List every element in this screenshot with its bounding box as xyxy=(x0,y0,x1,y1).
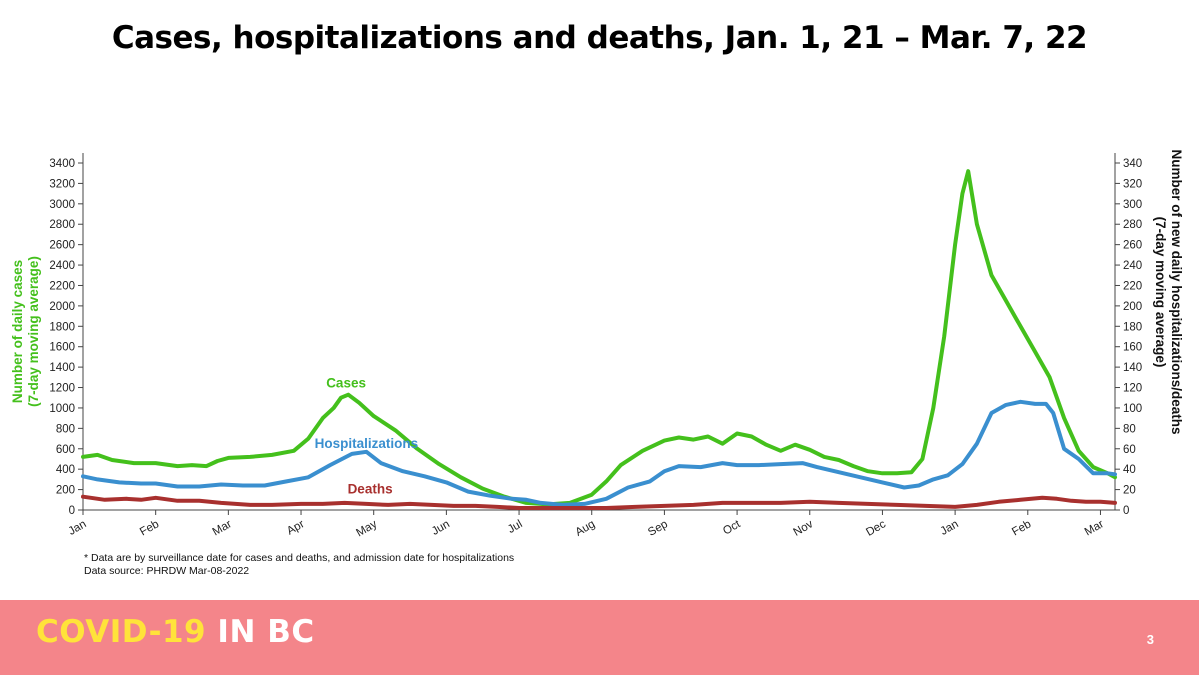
y-left-tick-label: 3000 xyxy=(49,199,75,211)
x-tick-label: May xyxy=(354,518,379,539)
footer-bar: COVID-19 IN BC 3 xyxy=(0,600,1199,675)
y-right-tick-label: 180 xyxy=(1123,321,1142,333)
y-right-tick-label: 300 xyxy=(1123,199,1142,211)
y-left-tick-label: 2600 xyxy=(49,240,75,252)
page-number: 3 xyxy=(1146,632,1154,647)
x-tick-label: Feb xyxy=(1010,518,1033,538)
y-left-tick-label: 400 xyxy=(56,464,75,476)
x-tick-label: Mar xyxy=(1083,518,1106,538)
x-tick-label: Jul xyxy=(506,518,525,536)
x-tick-label: Apr xyxy=(285,518,307,537)
x-tick-label: Dec xyxy=(864,518,888,539)
y-left-tick-label: 1000 xyxy=(49,403,75,415)
y-right-tick-label: 20 xyxy=(1123,485,1136,497)
y-left-tick-label: 2000 xyxy=(49,301,75,313)
y-left-tick-label: 2400 xyxy=(49,260,75,272)
series-label-deaths: Deaths xyxy=(348,482,393,497)
y-right-tick-label: 240 xyxy=(1123,260,1142,272)
y-right-tick-label: 40 xyxy=(1123,464,1136,476)
y-axis-right-title-line1: Number of new daily hospitalizations/dea… xyxy=(1169,149,1184,434)
x-tick-label: Nov xyxy=(792,518,816,539)
y-right-tick-label: 280 xyxy=(1123,219,1142,231)
brand-in-bc: IN BC xyxy=(217,614,315,650)
chart: 0200400600800100012001400160018002000220… xyxy=(10,149,1184,539)
chart-series xyxy=(81,169,1117,510)
y-right-tick-label: 200 xyxy=(1123,301,1142,313)
x-tick-label: Jan xyxy=(66,518,88,538)
y-left-tick-label: 1400 xyxy=(49,362,75,374)
y-left-tick-label: 800 xyxy=(56,423,75,435)
y-axis-right-title-line2: (7-day moving average) xyxy=(1153,217,1168,368)
y-right-tick-label: 320 xyxy=(1123,178,1142,190)
chart-series-labels: Cases Hospitalizations Deaths xyxy=(315,376,419,497)
y-right-tick-label: 100 xyxy=(1123,403,1142,415)
y-left-tick-label: 1600 xyxy=(49,342,75,354)
y-right-tick-label: 140 xyxy=(1123,362,1142,374)
y-right-tick-label: 60 xyxy=(1123,444,1136,456)
y-right-tick-label: 160 xyxy=(1123,342,1142,354)
x-tick-label: Jan xyxy=(939,518,961,538)
y-axis-left-title-line2: (7-day moving average) xyxy=(26,256,41,407)
y-left-tick-label: 600 xyxy=(56,444,75,456)
y-right-tick-label: 120 xyxy=(1123,383,1142,395)
y-left-tick-label: 2200 xyxy=(49,280,75,292)
x-tick-label: Feb xyxy=(138,518,161,538)
y-left-tick-label: 2800 xyxy=(49,219,75,231)
y-right-tick-label: 340 xyxy=(1123,158,1142,170)
y-right-tick-label: 260 xyxy=(1123,240,1142,252)
series-label-cases: Cases xyxy=(326,376,366,391)
y-left-tick-label: 3400 xyxy=(49,158,75,170)
x-tick-label: Mar xyxy=(211,518,234,538)
series-line-deaths xyxy=(81,494,1117,510)
series-label-hospitalizations: Hospitalizations xyxy=(315,436,419,451)
chart-axes: 0200400600800100012001400160018002000220… xyxy=(49,153,1142,539)
data-source: Data source: PHRDW Mar-08-2022 xyxy=(84,565,250,577)
y-left-tick-label: 0 xyxy=(69,505,75,517)
x-tick-label: Sep xyxy=(646,518,670,539)
y-axis-left-title-line1: Number of daily cases xyxy=(10,260,25,403)
y-left-tick-label: 1200 xyxy=(49,383,75,395)
y-right-tick-label: 220 xyxy=(1123,280,1142,292)
y-left-tick-label: 3200 xyxy=(49,178,75,190)
y-left-tick-label: 200 xyxy=(56,485,75,497)
footnote: * Data are by surveillance date for case… xyxy=(84,552,515,564)
brand-covid: COVID-19 xyxy=(36,614,207,650)
y-right-tick-label: 80 xyxy=(1123,423,1136,435)
brand-logo: COVID-19 IN BC xyxy=(36,614,315,650)
y-right-tick-label: 0 xyxy=(1123,505,1129,517)
y-left-tick-label: 1800 xyxy=(49,321,75,333)
series-line-hospitalizations xyxy=(81,399,1117,507)
page-title: Cases, hospitalizations and deaths, Jan.… xyxy=(111,20,1088,56)
x-tick-label: Oct xyxy=(721,518,743,538)
x-tick-label: Aug xyxy=(574,518,598,539)
series-line-cases xyxy=(81,169,1117,507)
x-tick-label: Jun xyxy=(430,518,452,538)
